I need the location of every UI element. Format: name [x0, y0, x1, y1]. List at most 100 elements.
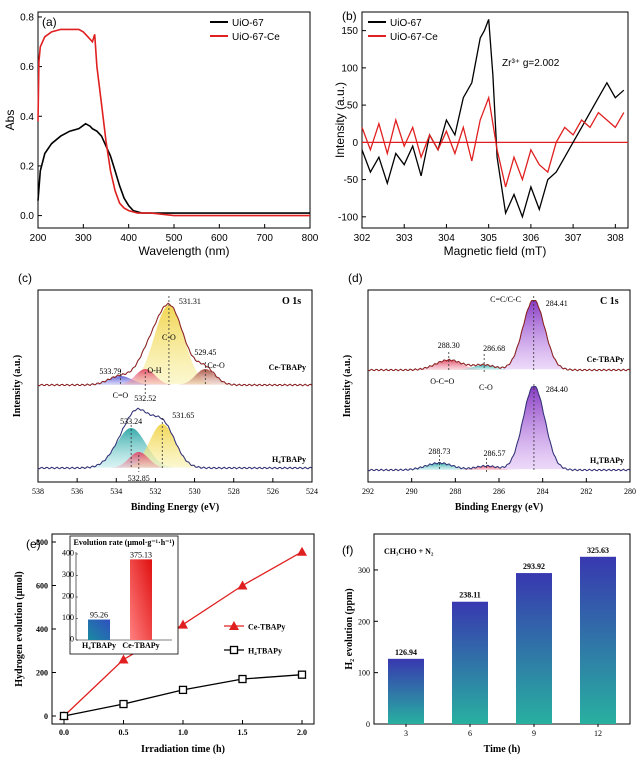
- panel-c-peak-value: 533.79: [99, 367, 121, 376]
- panel-a-series-uio67: [37, 122, 310, 214]
- xtick-label-panel-d: 282: [580, 487, 592, 496]
- panel-e-point-square: [119, 699, 128, 709]
- panel-a-series-uio67ce: [37, 28, 310, 217]
- panel-b-ytick-label: 0: [352, 138, 358, 149]
- panel-e-point-square: [297, 670, 307, 679]
- panel-d-peak-value: 286.57: [484, 449, 506, 458]
- panel-b-annotation: Zr³⁺ g=2.002: [502, 58, 560, 69]
- panel-b-legend-label: UiO-67: [390, 18, 422, 29]
- inset-category-label: Ce-TBAPy: [122, 641, 159, 650]
- xtick-label-panel-c: 524: [306, 487, 318, 496]
- panel-b-xtick-label: 302: [354, 233, 371, 244]
- panel-a-ytick-label: 0.4: [20, 112, 34, 123]
- panel-c-ylabel: Intensity (a.u.): [12, 355, 23, 418]
- panel-e-point-square: [178, 685, 188, 695]
- panel-b-ytick-label: -50: [344, 175, 359, 186]
- panel-e-point-triangle: [297, 546, 307, 556]
- panel-d-label: (d): [348, 271, 363, 285]
- panel-b-xtick-label: 306: [523, 233, 540, 244]
- panel-f-category-label: 6: [468, 729, 472, 738]
- panel-f-value-label: 293.92: [523, 562, 545, 571]
- panel-e-xtick-label: 1.0: [178, 728, 188, 737]
- panel-a-xtick-label: 300: [75, 233, 92, 244]
- panel-f-label: (f): [342, 543, 353, 557]
- panel-e-legend-marker: [229, 645, 239, 655]
- panel-d-sample-label: H₄TBAPy: [590, 456, 624, 465]
- panel-c-peak-value: 531.31: [179, 297, 201, 306]
- panel-a-legend-label: UiO-67: [232, 18, 264, 29]
- panel-d-peak-name: C-O: [479, 383, 493, 392]
- panel-e-ytick-label: 400: [36, 625, 48, 634]
- panel-a-ytick-label: 0.0: [20, 211, 34, 222]
- panel-d-peak-fill: [501, 300, 567, 370]
- panel-b-xtick-label: 307: [565, 233, 582, 244]
- panel-f-bar: [452, 601, 488, 724]
- xtick-label-panel-c: 526: [267, 487, 279, 496]
- inset-ytick-label: 100: [62, 613, 74, 622]
- inset-value-label: 95.26: [90, 611, 108, 620]
- inset-category-label: H₄TBAPy: [82, 641, 116, 650]
- panel-b-xlabel: Magnetic field (mT): [444, 244, 547, 258]
- xtick-label-panel-d: 292: [362, 487, 374, 496]
- panel-e-ytick-label: 800: [36, 538, 48, 547]
- panel-f-ytick-label: 100: [358, 669, 370, 678]
- panel-b-xtick-label: 303: [396, 233, 413, 244]
- panel-c-peak-name: C=O: [113, 391, 129, 400]
- panel-c-sample-label: H₄TBAPy: [272, 455, 306, 464]
- panel-c-peak-name: O-H: [147, 366, 161, 375]
- panel-f-ytick-label: 200: [358, 617, 370, 626]
- panel-d-title: C 1s: [600, 296, 619, 307]
- panel-c-title: O 1s: [282, 296, 301, 307]
- panel-f-ytick-label: 0: [366, 720, 370, 729]
- panel-e-xlabel: Irradiation time (h): [141, 744, 225, 755]
- panel-a-xtick-label: 700: [256, 233, 273, 244]
- panel-e-legend-label: H₄TBAPy: [248, 647, 282, 656]
- panel-d-sample-label: Ce-TBAPy: [587, 355, 624, 364]
- xtick-label-panel-c: 534: [110, 487, 122, 496]
- panel-a-ylabel: Abs: [3, 110, 17, 131]
- panel-b-xtick-label: 304: [438, 233, 455, 244]
- panel-d-peak-fill: [501, 386, 567, 470]
- xtick-label-panel-d: 284: [537, 487, 549, 496]
- panel-a-ytick-label: 0.6: [20, 62, 34, 73]
- panel-a-legend-label: UiO-67-Ce: [232, 32, 280, 43]
- panel-a-xtick-label: 600: [211, 233, 228, 244]
- panel-f-ylabel: H₂ evolution (ppm): [344, 588, 355, 669]
- panel-b-xtick-label: 305: [480, 233, 497, 244]
- panel-e-ytick-label: 200: [36, 669, 48, 678]
- panel-e-point-triangle: [118, 654, 129, 664]
- panel-b-ytick-label: 150: [341, 26, 358, 37]
- panel-c-fit: [37, 407, 313, 470]
- panel-b-xtick-label: 308: [607, 233, 624, 244]
- panel-a-xtick-label: 500: [166, 233, 183, 244]
- panel-b-frame: [361, 11, 629, 229]
- panel-a-label: (a): [42, 15, 57, 29]
- panel-e-point-triangle: [178, 619, 188, 629]
- panel-e-ytick-label: 600: [36, 582, 48, 591]
- xtick-label-panel-d: 286: [493, 487, 505, 496]
- xtick-label-panel-c: 538: [32, 487, 44, 496]
- panel-e-legend-marker: [229, 621, 239, 630]
- xtick-label-panel-d: 280: [624, 487, 636, 496]
- panel-b-ytick-label: 50: [347, 101, 359, 112]
- panel-e-series-line: [63, 674, 303, 717]
- panel-f-bar: [516, 573, 552, 724]
- panel-b-ytick-label: -100: [338, 212, 358, 223]
- panel-e-point-square: [59, 711, 69, 721]
- panel-e-xtick-label: 1.5: [238, 728, 248, 737]
- panel-b-ylabel: Intensity (a.u.): [333, 82, 347, 158]
- panel-f-value-label: 126.94: [395, 648, 417, 657]
- inset-value-label: 375.13: [130, 550, 152, 559]
- panel-a-frame: [37, 11, 311, 229]
- panel-d-peak-value: 288.30: [438, 341, 460, 350]
- panel-c-xlabel: Binding Energy (eV): [131, 502, 219, 513]
- xtick-label-panel-c: 530: [189, 487, 201, 496]
- panel-f-category-label: 9: [532, 729, 536, 738]
- panel-d-fit: [367, 299, 631, 372]
- panel-d-peak-value: 284.41: [546, 299, 568, 308]
- panel-a-xtick-label: 400: [120, 233, 137, 244]
- panel-a-xtick-label: 800: [302, 233, 319, 244]
- panel-c-peak-value: 533.24: [120, 417, 142, 426]
- panel-f-xlabel: Time (h): [484, 744, 521, 755]
